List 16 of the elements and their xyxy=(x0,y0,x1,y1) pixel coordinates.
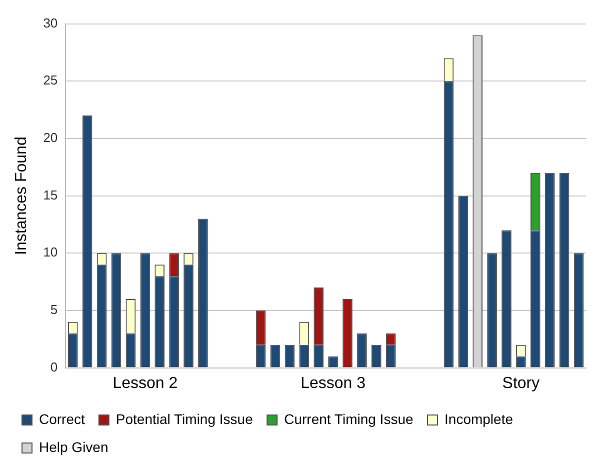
legend-label: Correct xyxy=(39,410,86,427)
legend-label: Potential Timing Issue xyxy=(116,410,254,427)
legend-label: Incomplete xyxy=(444,410,514,427)
y-tick-label: 5 xyxy=(50,302,58,318)
x-tick-label: Story xyxy=(502,374,540,392)
y-tick-label: 25 xyxy=(43,72,58,88)
x-tick-label: Lesson 3 xyxy=(300,374,366,392)
legend-label: Current Timing Issue xyxy=(284,410,414,427)
x-tick-label: Lesson 2 xyxy=(112,374,178,392)
y-tick-label: 20 xyxy=(43,130,58,146)
y-axis-title: Instances Found xyxy=(13,136,30,255)
y-tick-label: 30 xyxy=(43,15,58,30)
y-tick-label: 0 xyxy=(50,359,58,374)
legend-label: Help Given xyxy=(39,438,108,455)
y-tick-label: 10 xyxy=(43,244,58,260)
y-tick-label: 15 xyxy=(43,187,58,202)
